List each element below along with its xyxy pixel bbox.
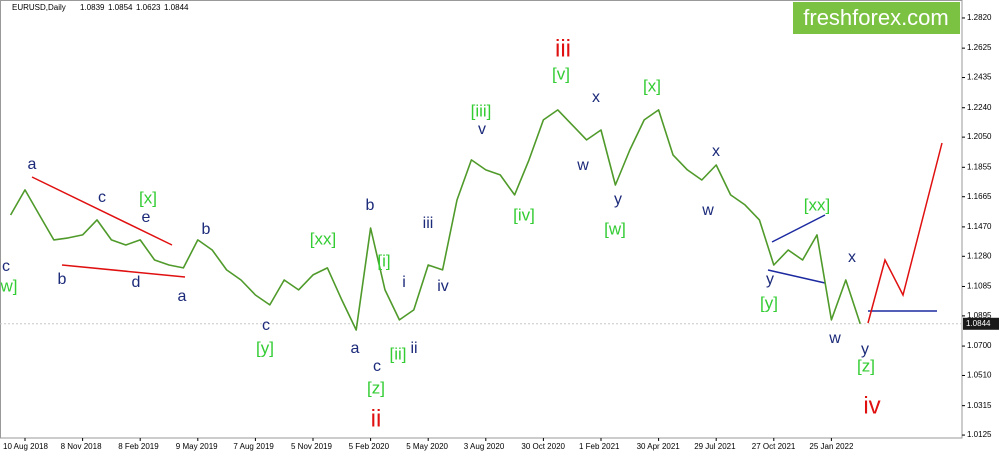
wave-label: c [98,189,106,206]
wave-label: iv [437,278,449,295]
x-tick-label: 3 Aug 2020 [464,442,505,451]
wave-label: w [701,202,714,219]
wave-label: [z] [857,356,875,375]
low: 1.0623 [136,3,161,12]
x-tick-label: 5 May 2020 [406,442,448,451]
wave-label: w [576,157,589,174]
x-tick-label: 25 Jan 2022 [809,442,854,451]
wave-label: y [766,271,774,288]
x-tick-label: 27 Oct 2021 [752,442,796,451]
y-tick-label: 1.1855 [967,162,992,171]
price-line [9,109,861,331]
wave-label: ii [410,340,417,357]
wave-label: y [861,341,869,358]
wave-label: x [712,143,720,160]
drawings [31,142,943,324]
wave-label: [y] [256,338,274,357]
wave-label: c [262,317,270,334]
y-tick-label: 1.2820 [967,13,992,22]
wave-label: a [28,156,37,173]
logo-box [793,2,960,34]
wave-label: [z] [367,378,385,397]
y-tick-label: 1.1470 [967,222,992,231]
wave-label: iii [555,35,571,62]
y-tick-label: 1.0125 [967,430,992,439]
y-tick-label: 1.0315 [967,401,992,410]
x-tick-label: 9 May 2019 [176,442,218,451]
wave-label: b [58,271,67,288]
wave-label: a [351,340,360,357]
y-tick-label: 1.1665 [967,192,992,201]
y-tick-label: 1.0700 [967,341,992,350]
wave-label: a [178,288,187,305]
x-tick-label: 10 Aug 2018 [3,442,48,451]
wave-label: w [828,330,841,347]
x-tick-label: 5 Feb 2020 [349,442,390,451]
y-tick-label: 1.1280 [967,251,992,260]
wave-label: [i] [377,251,390,270]
blue-trendline [771,214,826,243]
wave-label: [x] [139,188,157,207]
wave-label: [xx] [804,195,830,214]
wave-label: b [366,197,375,214]
wave-label: x [592,89,600,106]
y-tick-label: 1.1085 [967,282,992,291]
wave-label: [iv] [513,205,535,224]
wave-label: c [2,258,10,275]
y-tick-label: 1.0895 [967,311,992,320]
wave-label: d [132,274,141,291]
red-trendline [31,176,173,246]
red-trendline [61,264,186,278]
wave-label: w] [0,276,18,295]
wave-label: [y] [760,293,778,312]
open: 1.0839 [80,3,105,12]
x-tick-label: 29 Jul 2021 [694,442,736,451]
wave-label: c [373,358,381,375]
wave-label: ii [371,405,382,432]
x-tick-label: 30 Oct 2020 [521,442,565,451]
wave-label: iv [863,392,880,419]
blue-trendline [767,269,826,284]
wave-label: b [202,221,211,238]
x-tick-label: 5 Nov 2019 [291,442,332,451]
close: 1.0844 [164,3,189,12]
wave-label: i [402,274,406,291]
wave-label: y [614,191,622,208]
x-tick-label: 30 Apr 2021 [637,442,681,451]
y-tick-label: 1.2435 [967,73,992,82]
plot-frame [0,0,963,439]
header: EURUSD,Daily 1.0839 1.0854 1.0623 1.0844 [12,3,189,12]
wave-label: [iii] [471,101,492,120]
x-tick-label: 7 Aug 2019 [233,442,274,451]
wave-label: [xx] [310,229,336,248]
high: 1.0854 [108,3,133,12]
current-price-box [963,317,999,330]
wave-label: x [848,249,856,266]
y-tick-label: 1.2240 [967,103,992,112]
wave-label: [x] [643,76,661,95]
y-tick-label: 1.2625 [967,43,992,52]
wave-label: iii [423,215,434,232]
wave-label: [v] [552,64,570,83]
wave-label: e [142,209,151,226]
y-tick-label: 1.0510 [967,371,992,380]
current-price-label: 1.0844 [966,319,991,328]
symbol: EURUSD,Daily [12,3,66,12]
x-tick-label: 8 Feb 2019 [118,442,159,451]
logo: freshforex.com [803,5,949,30]
projection [867,142,943,324]
wave-label: [ii] [390,344,407,363]
x-tick-label: 1 Feb 2021 [579,442,620,451]
x-tick-label: 8 Nov 2018 [61,442,102,451]
wave-label: v [478,121,486,138]
y-tick-label: 1.2050 [967,132,992,141]
wave-label: [w] [604,219,626,238]
